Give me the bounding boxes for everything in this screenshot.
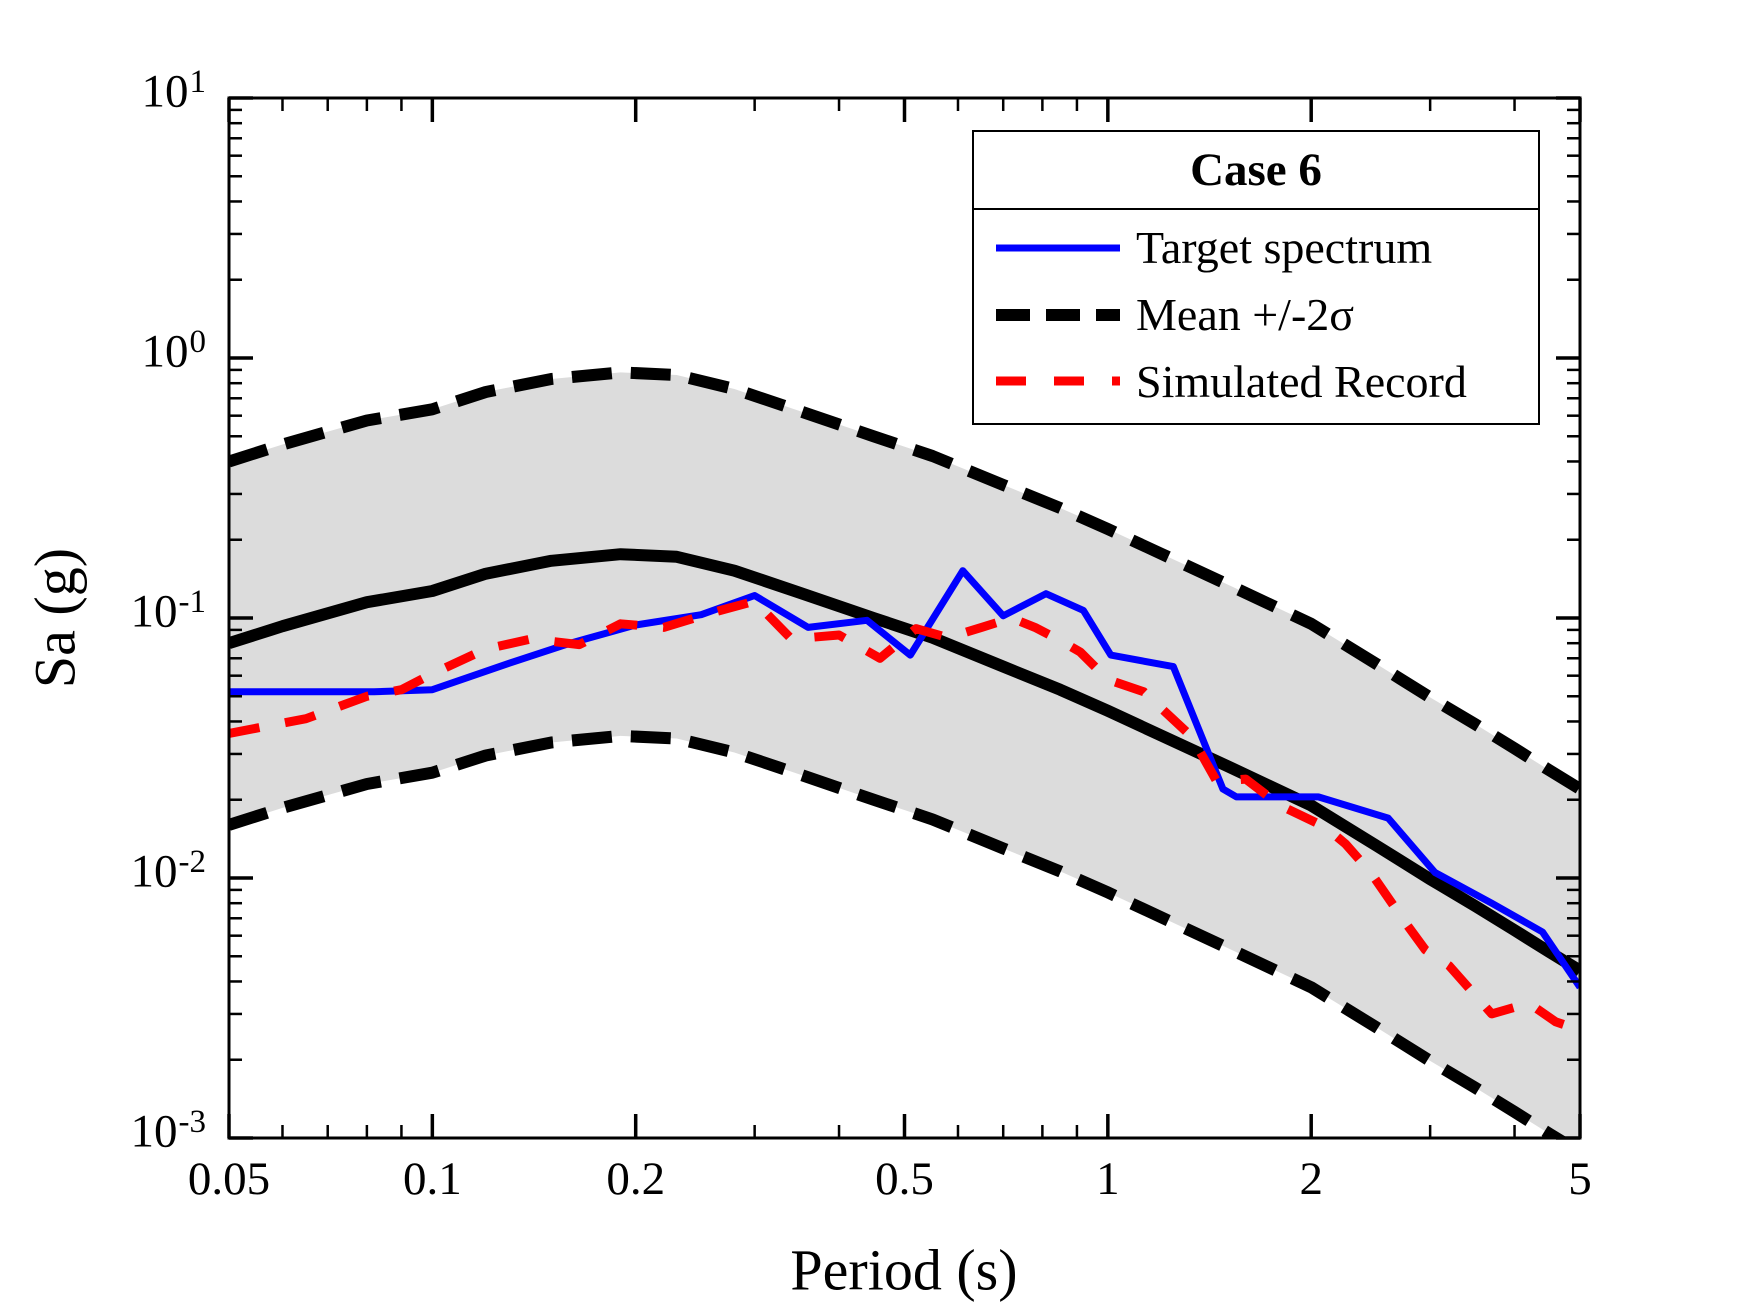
- y-tick-label: 101: [141, 64, 207, 118]
- mean-bounds-line-swatch: [994, 305, 1122, 325]
- simulated-record-line-swatch: [994, 371, 1122, 391]
- legend-entry-label: Target spectrum: [1136, 222, 1433, 274]
- x-tick-label: 5: [1568, 1153, 1592, 1205]
- x-tick-label: 0.5: [875, 1153, 934, 1205]
- upper-bound-curve: [229, 366, 1580, 795]
- x-tick-label: 0.1: [402, 1153, 462, 1205]
- legend-body: Target spectrum Mean +/-2σ Simulated Rec…: [974, 210, 1538, 423]
- legend-entry-label: Simulated Record: [1136, 355, 1467, 407]
- legend-title: Case 6: [974, 132, 1538, 210]
- sigma-band-region: [229, 372, 1580, 1138]
- y-tick-label: 10-3: [130, 1104, 207, 1158]
- simulated-record-curve: [229, 596, 1580, 1035]
- x-axis-title: Period (s): [790, 1237, 1018, 1303]
- lower-bound-curve: [229, 729, 1568, 1138]
- swatch-bounds: [996, 308, 1120, 321]
- y-tick-label: 10-2: [130, 844, 207, 898]
- legend-entry-target: Target spectrum: [974, 215, 1538, 281]
- legend-box: Case 6 Target spectrum Mean +/-2σ Simula…: [972, 130, 1540, 425]
- x-tick-label: 1: [1096, 1153, 1120, 1205]
- legend-entry-record: Simulated Record: [974, 348, 1538, 414]
- swatch-target: [996, 244, 1120, 252]
- target-spectrum-line-swatch: [994, 238, 1122, 258]
- legend-entry-bounds: Mean +/-2σ: [974, 282, 1538, 348]
- swatch-record: [996, 376, 1120, 386]
- legend-entry-label: Mean +/-2σ: [1136, 289, 1355, 340]
- y-axis-title: Sa (g): [22, 547, 88, 689]
- x-tick-label: 0.2: [606, 1153, 666, 1205]
- x-tick-label: 0.05: [187, 1153, 271, 1205]
- y-tick-label: 10-1: [130, 584, 207, 638]
- mean-curve: [229, 548, 1580, 976]
- y-tick-label: 100: [141, 324, 207, 378]
- x-tick-label: 2: [1299, 1153, 1323, 1205]
